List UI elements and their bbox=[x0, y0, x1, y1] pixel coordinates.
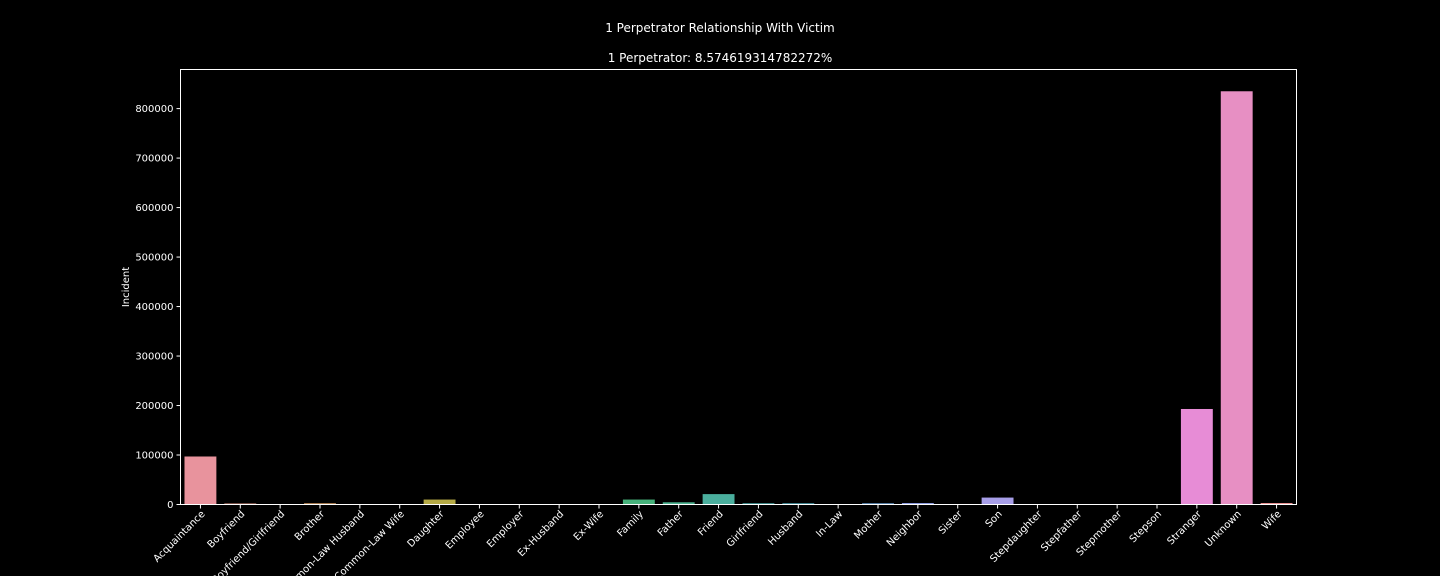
bar bbox=[423, 499, 456, 505]
chart-subtitle: 1 Perpetrator: 8.574619314782272% bbox=[607, 51, 833, 65]
y-tick-label: 800000 bbox=[135, 104, 173, 115]
bar bbox=[742, 503, 775, 505]
x-tick-label: Sister bbox=[937, 508, 966, 537]
x-tick-label: Employee bbox=[444, 509, 487, 552]
y-tick-label: 700000 bbox=[135, 154, 173, 165]
bar bbox=[901, 503, 934, 505]
bar bbox=[1260, 503, 1293, 505]
x-tick-label: Daughter bbox=[406, 508, 448, 550]
y-tick-label: 400000 bbox=[135, 302, 173, 313]
x-tick-label: Employer bbox=[485, 508, 527, 550]
x-tick-label: Wife bbox=[1260, 509, 1283, 532]
x-tick-label: Boyfriend bbox=[206, 509, 248, 551]
bar bbox=[862, 503, 894, 505]
x-tick-label: Ex-Wife bbox=[572, 509, 606, 543]
x-tick-label: Brother bbox=[293, 508, 328, 543]
x-tick-label: Father bbox=[656, 508, 687, 539]
y-axis-label: Incident bbox=[121, 267, 132, 307]
bar bbox=[662, 502, 695, 505]
x-tick-label: Neighbor bbox=[885, 508, 926, 549]
bar bbox=[702, 494, 735, 505]
chart-title: 1 Perpetrator Relationship With Victim bbox=[605, 21, 835, 35]
y-tick-label: 300000 bbox=[135, 352, 173, 363]
x-tick-label: Husband bbox=[766, 509, 805, 548]
x-tick-label: Girlfriend bbox=[725, 509, 766, 550]
bar bbox=[304, 503, 336, 505]
x-tick-label: Stepson bbox=[1128, 509, 1164, 545]
y-tick-label: 600000 bbox=[135, 203, 173, 214]
x-tick-label: Son bbox=[984, 509, 1005, 530]
x-tick-label: Acquaintance bbox=[152, 509, 208, 565]
bar bbox=[1220, 91, 1253, 505]
bar bbox=[1180, 408, 1213, 505]
y-tick-label: 0 bbox=[167, 500, 173, 511]
bar bbox=[981, 497, 1014, 505]
x-tick-label: Unknown bbox=[1203, 509, 1244, 550]
x-tick-label: In-Law bbox=[814, 509, 845, 540]
x-tick-label: Common-Law Wife bbox=[333, 509, 407, 576]
x-tick-label: Friend bbox=[696, 509, 726, 539]
bar bbox=[184, 456, 217, 505]
bar bbox=[622, 499, 655, 505]
x-tick-label: Family bbox=[615, 509, 646, 540]
y-tick-label: 200000 bbox=[135, 401, 173, 412]
plot-frame bbox=[180, 69, 1297, 505]
x-tick-label: Mother bbox=[852, 508, 885, 541]
x-tick-label: Stranger bbox=[1165, 508, 1204, 547]
x-tick-label: Boyfriend/Girlfriend bbox=[210, 509, 287, 576]
y-tick-label: 500000 bbox=[135, 253, 173, 264]
y-tick-label: 100000 bbox=[135, 451, 173, 462]
bar bbox=[782, 503, 815, 505]
